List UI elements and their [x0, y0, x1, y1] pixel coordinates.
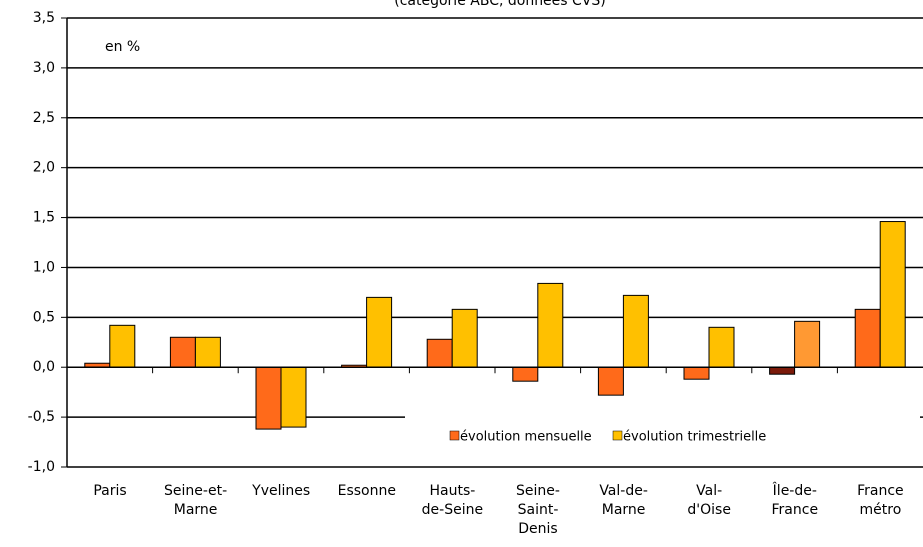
bar: [769, 366, 796, 375]
chart-subtitle: (catégorie ABC, données CVS): [394, 0, 605, 9]
bar: [255, 366, 282, 430]
bar: [512, 366, 539, 382]
x-tick-label: Val-de- Marne: [599, 483, 648, 518]
legend-swatch: [612, 430, 623, 441]
x-tick-label: Seine-et- Marne: [164, 483, 228, 518]
bar: [708, 326, 735, 368]
x-tick-label: Hauts- de-Seine: [421, 483, 484, 518]
x-tick-label: Yvelines: [252, 483, 311, 499]
bar: [194, 336, 221, 368]
bar: [683, 366, 710, 380]
y-tick-label: 1,5: [33, 210, 55, 226]
y-tick-label: 2,5: [33, 110, 55, 126]
y-tick-label: 3,0: [33, 60, 55, 76]
y-tick-label: 2,0: [33, 160, 55, 176]
y-tick-label: -0,5: [28, 409, 55, 425]
bar: [597, 366, 624, 396]
unit-annotation: en %: [105, 39, 140, 55]
x-tick-label: Essonne: [337, 483, 396, 499]
legend-label: évolution trimestrielle: [623, 430, 766, 445]
x-tick-label: Île-de- France: [771, 483, 819, 518]
y-tick-label: 3,5: [33, 10, 55, 26]
legend-label: évolution mensuelle: [460, 430, 592, 445]
bar: [366, 296, 393, 368]
x-tick-label: Seine- Saint- Denis: [516, 483, 560, 537]
bar: [280, 366, 307, 428]
y-tick-label: -1,0: [28, 459, 55, 475]
bar: [537, 282, 564, 368]
bar: [426, 338, 453, 368]
bar: [879, 221, 906, 368]
bar: [451, 308, 478, 368]
x-tick-label: Paris: [93, 483, 127, 499]
bar: [169, 336, 196, 368]
y-tick-label: 0,0: [33, 359, 55, 375]
y-tick-label: 0,5: [33, 309, 55, 325]
bar: [622, 294, 649, 368]
y-tick-label: 1,0: [33, 259, 55, 275]
x-tick-label: Val- d'Oise: [687, 483, 731, 518]
x-tick-label: France métro: [857, 483, 904, 518]
bar: [794, 320, 821, 368]
bar: [109, 324, 136, 368]
bar: [854, 308, 881, 368]
legend-box: [405, 415, 920, 457]
legend-swatch: [449, 430, 460, 441]
